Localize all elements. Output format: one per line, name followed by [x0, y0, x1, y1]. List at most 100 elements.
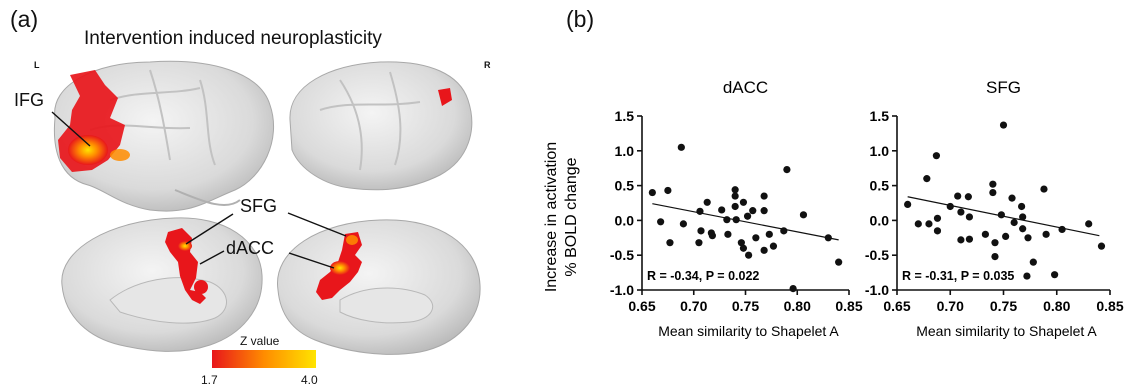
sfg-data-point	[1019, 213, 1027, 221]
dacc-data-point	[723, 216, 731, 224]
sfg-x-tick-label: 0.65	[883, 298, 910, 314]
sfg-data-point	[957, 208, 965, 216]
dacc-data-point	[731, 202, 739, 211]
sfg-data-point	[989, 180, 997, 188]
sfg-dacc-activation-left	[165, 228, 206, 304]
dacc-data-point	[731, 186, 739, 194]
sfg-data-point	[981, 230, 989, 238]
sfg-data-point	[1042, 230, 1050, 238]
dacc-data-point	[760, 192, 768, 200]
dacc-data-point	[752, 234, 760, 242]
sfg-correlation-annotation: R = -0.31, P = 0.035	[902, 269, 1014, 283]
dacc-data-point	[765, 230, 773, 238]
sfg-data-point	[1051, 271, 1059, 279]
right-lateral-brain	[289, 61, 473, 191]
dacc-data-point	[696, 207, 704, 215]
right-hemisphere-label: R	[484, 60, 491, 70]
sfg-x-tick-label: 0.75	[990, 298, 1017, 314]
ifg-label: IFG	[14, 90, 44, 110]
dacc-data-point	[724, 230, 732, 238]
dacc-data-point	[835, 258, 843, 266]
sfg-data-point	[957, 236, 965, 244]
dacc-data-point	[739, 198, 748, 206]
sfg-data-point	[914, 220, 922, 228]
dacc-data-point	[745, 251, 753, 259]
sfg-data-point	[1008, 194, 1016, 202]
dacc-data-point	[760, 246, 768, 254]
sfg-data-point	[965, 213, 974, 221]
dacc-correlation-annotation: R = -0.34, P = 0.022	[647, 269, 759, 283]
sfg-data-point	[965, 235, 974, 243]
dacc-data-point	[749, 207, 757, 215]
dacc-data-point	[739, 244, 748, 252]
sfg-data-point	[991, 239, 999, 247]
sfg-y-tick-label: 0.0	[870, 212, 890, 228]
dacc-chart-title: dACC	[723, 78, 768, 97]
dacc-data-point	[824, 234, 832, 242]
dacc-x-tick-label: 0.85	[835, 298, 862, 314]
dacc-data-point	[708, 232, 716, 240]
dacc-y-tick-label: -1.0	[610, 282, 634, 298]
dacc-x-tick-label: 0.70	[680, 298, 707, 314]
sfg-data-point	[1097, 242, 1106, 250]
dacc-regression-line	[652, 203, 839, 241]
dacc-data-point	[760, 207, 768, 215]
z-value-colorbar	[212, 350, 316, 368]
sfg-data-point	[1029, 258, 1037, 266]
dacc-x-axis-title: Mean similarity to Shapelet A	[658, 323, 839, 339]
sfg-x-tick-label: 0.70	[937, 298, 964, 314]
sfg-data-point	[989, 188, 997, 197]
sfg-data-point	[1040, 185, 1048, 193]
dacc-data-point	[648, 188, 656, 197]
dacc-data-point	[697, 227, 705, 235]
y-axis-title-line-2: % BOLD change	[563, 157, 580, 276]
sfg-data-point	[964, 193, 972, 201]
dacc-y-tick-label: -0.5	[610, 247, 634, 263]
sfg-data-point	[1010, 218, 1018, 227]
sfg-data-point	[997, 211, 1005, 219]
dacc-data-point	[799, 211, 808, 219]
sfg-data-point	[933, 227, 942, 235]
sfg-y-tick-label: -1.0	[865, 282, 889, 298]
sfg-data-point	[1018, 202, 1026, 211]
panel-a-title: Intervention induced neuroplasticity	[84, 28, 382, 49]
sfg-data-point	[1085, 220, 1093, 228]
panel-b-letter: (b)	[566, 6, 595, 32]
sfg-data-point	[1024, 234, 1032, 242]
colorbar-max-label: 4.0	[301, 373, 318, 387]
sfg-y-tick-label: 1.5	[870, 108, 890, 124]
sfg-data-point	[1019, 225, 1027, 233]
sfg-data-point	[923, 175, 931, 183]
dacc-y-tick-label: 1.5	[615, 108, 635, 124]
sfg-x-axis-title: Mean similarity to Shapelet A	[916, 323, 1097, 339]
left-hemisphere-label: L	[34, 60, 40, 70]
right-medial-brain	[277, 219, 481, 355]
dacc-x-tick-label: 0.80	[784, 298, 811, 314]
sfg-x-tick-label: 0.85	[1096, 298, 1123, 314]
dacc-x-tick-label: 0.65	[628, 298, 655, 314]
sfg-x-tick-label: 0.80	[1043, 298, 1070, 314]
dacc-label: dACC	[226, 238, 275, 258]
sfg-y-tick-label: -0.5	[865, 247, 889, 263]
sfg-data-point	[933, 214, 942, 222]
dacc-data-point	[679, 220, 688, 228]
sfg-data-point	[904, 200, 912, 208]
dacc-data-point	[743, 212, 752, 220]
dacc-data-point	[769, 242, 778, 250]
sfg-y-tick-label: 0.5	[870, 178, 890, 194]
dacc-data-point	[664, 186, 672, 195]
dacc-data-point	[732, 216, 740, 224]
dacc-y-tick-label: 0.5	[615, 178, 635, 194]
right-lateral-activation	[438, 88, 452, 106]
sfg-data-point	[932, 152, 941, 160]
dacc-data-point	[737, 239, 745, 247]
dacc-data-point	[731, 192, 739, 200]
brain-renderings	[51, 60, 481, 368]
dacc-data-point	[657, 218, 665, 226]
y-axis-title-line-1: Increase in activation	[543, 142, 560, 292]
dacc-y-tick-label: 1.0	[615, 143, 635, 159]
dacc-data-point	[783, 165, 791, 174]
left-lateral-brain	[53, 60, 275, 212]
sfg-label: SFG	[240, 196, 278, 216]
